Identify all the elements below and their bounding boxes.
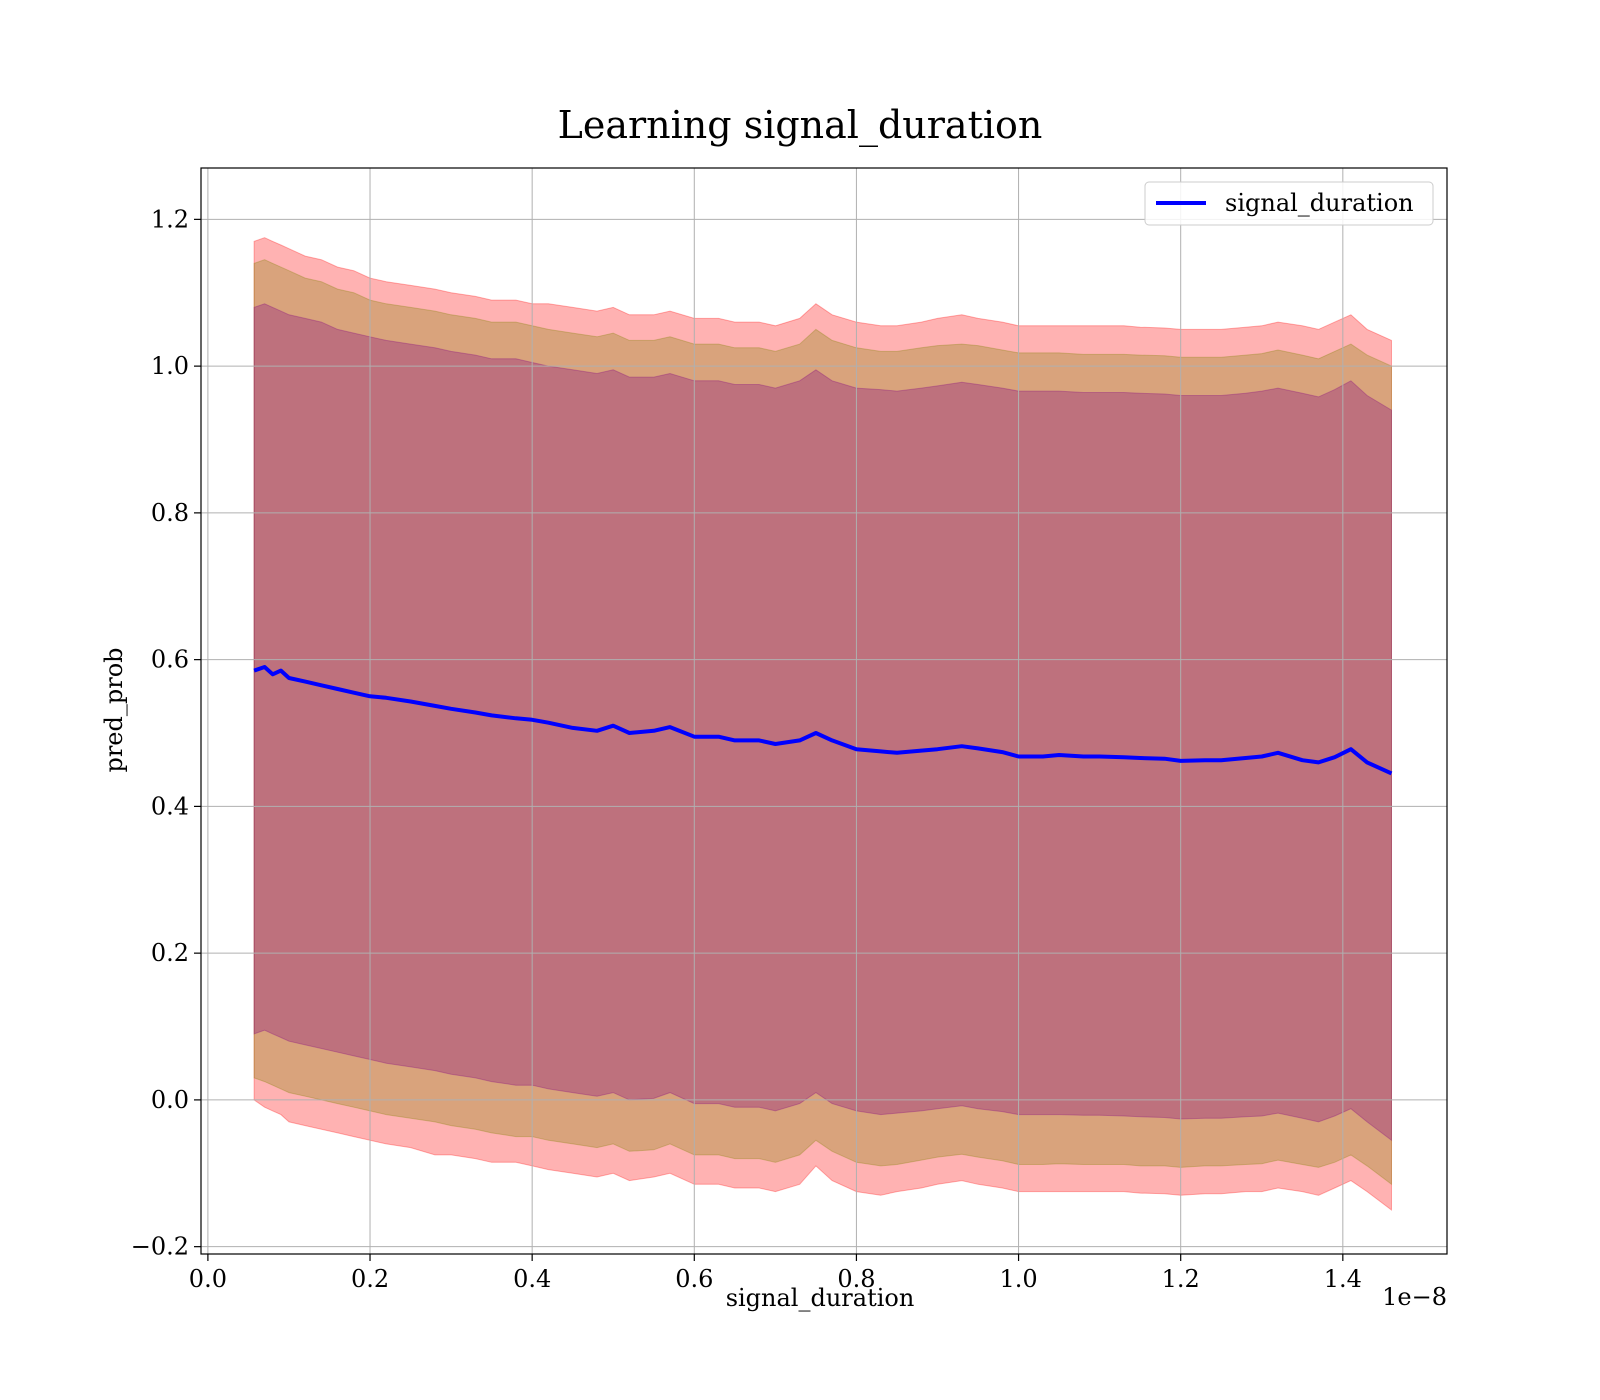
x-tick-label-1: 0.2: [351, 1265, 389, 1293]
x-tick-label-3: 0.6: [675, 1265, 713, 1293]
legend-label-signal-duration: signal_duration: [1225, 189, 1414, 217]
y-tick-label-4: 0.6: [151, 646, 189, 674]
band-red: [253, 237, 1392, 1212]
x-tick-label-2: 0.4: [513, 1265, 551, 1293]
y-axis-ticks: −0.2 0.0 0.2 0.4 0.6 0.8 1.0 1.2: [131, 205, 201, 1261]
axes-background: [201, 168, 1447, 1254]
x-tick-label-4: 0.8: [837, 1265, 875, 1293]
plot-area: [200, 167, 1448, 1255]
confidence-bands: [253, 237, 1392, 1212]
y-tick-label-3: 0.4: [151, 792, 189, 820]
grid: [201, 168, 1447, 1254]
y-tick-label-6: 1.0: [151, 352, 189, 380]
x-axis-ticks: 0.0 0.2 0.4 0.6 0.8 1.0 1.2 1.4: [189, 1254, 1362, 1293]
y-tick-label-0: −0.2: [131, 1233, 189, 1261]
x-axis-offset-label: 1e−8: [1382, 1283, 1447, 1311]
y-tick-label-7: 1.2: [151, 205, 189, 233]
legend: signal_duration: [1144, 181, 1434, 226]
y-axis-label: pred_prob: [100, 647, 128, 772]
x-tick-label-5: 1.0: [999, 1265, 1037, 1293]
y-tick-label-2: 0.2: [151, 939, 189, 967]
y-tick-label-1: 0.0: [151, 1086, 189, 1114]
legend-box: [1144, 181, 1434, 226]
chart-title: Learning signal_duration: [558, 103, 1043, 148]
x-tick-label-6: 1.2: [1162, 1265, 1200, 1293]
y-tick-label-5: 0.8: [151, 499, 189, 527]
x-tick-label-7: 1.4: [1324, 1265, 1362, 1293]
x-tick-label-0: 0.0: [189, 1265, 227, 1293]
series-line-0: [253, 665, 1393, 776]
x-axis-label: signal_duration: [726, 1284, 915, 1312]
band-purple: [253, 303, 1392, 1142]
axes-frame: [200, 167, 1448, 1255]
series-lines: [253, 665, 1393, 776]
